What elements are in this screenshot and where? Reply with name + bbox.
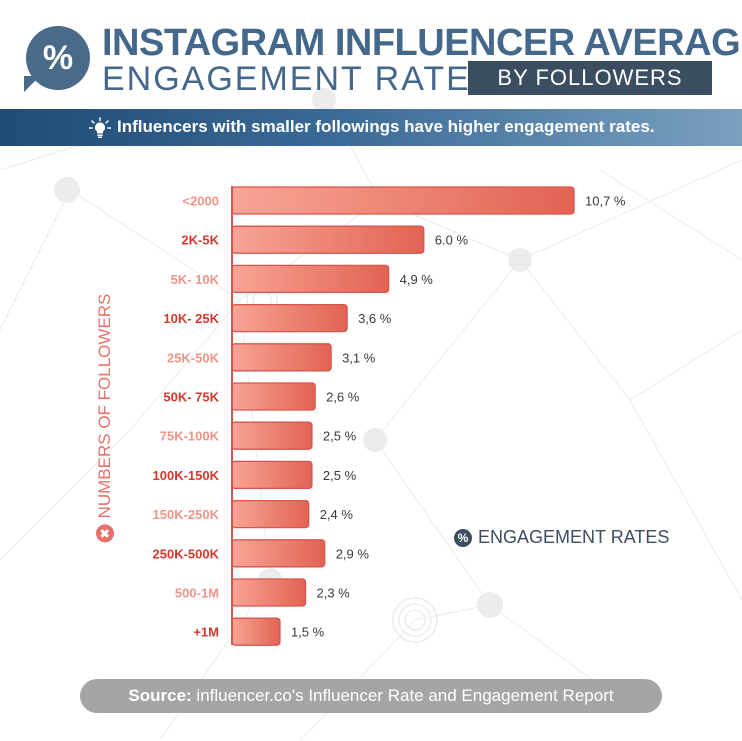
value-label: 3,6 % (358, 311, 392, 326)
category-label: 5K- 10K (171, 272, 220, 287)
category-label: 25K-50K (167, 350, 220, 365)
category-label: 50K- 75K (163, 390, 219, 405)
bar-0 (231, 186, 575, 215)
followers-icon: ✖ (96, 524, 114, 543)
subtitle-bar (0, 109, 742, 146)
bar-10 (231, 578, 307, 607)
category-label: 10K- 25K (163, 311, 219, 326)
subtitle: Influencers with smaller followings have… (117, 117, 655, 136)
category-label: <2000 (182, 194, 219, 209)
value-label: 2,6 % (326, 390, 360, 405)
category-label: 2K-5K (181, 233, 219, 248)
bar-7 (231, 460, 313, 490)
value-label: 10,7 % (585, 194, 626, 209)
bar-1 (231, 225, 425, 254)
page-title: INSTAGRAM INFLUENCER AVERAGE (102, 22, 742, 64)
category-label: 75K-100K (160, 429, 220, 444)
lightbulb-icon (89, 117, 111, 138)
category-label: 500-1M (175, 586, 219, 601)
value-label: 2,5 % (323, 468, 357, 483)
source-text: influencer.co's Influencer Rate and Enga… (191, 686, 614, 705)
value-label: 1,5 % (291, 625, 325, 640)
legend: % ENGAGEMENT RATES (454, 527, 669, 548)
value-label: 2,5 % (323, 429, 357, 444)
title-tag: BY FOLLOWERS (468, 61, 712, 95)
category-label: +1M (193, 625, 219, 640)
bar-3 (231, 303, 348, 333)
source-label: Source: (128, 686, 192, 705)
bar-11 (231, 617, 281, 646)
page-title-line2: ENGAGEMENT RATES (102, 60, 496, 98)
bar-8 (231, 499, 310, 529)
category-label: 100K-150K (153, 468, 220, 483)
value-label: 2,3 % (317, 586, 351, 601)
bar-4 (231, 343, 332, 372)
percent-icon: % (454, 528, 472, 547)
bar-9 (231, 539, 326, 568)
value-label: 2,4 % (320, 507, 354, 522)
value-label: 3,1 % (342, 350, 376, 365)
category-label: 250K-500K (153, 546, 220, 561)
bar-6 (231, 421, 313, 450)
value-label: 6.0 % (435, 233, 469, 248)
category-label: 150K-250K (153, 507, 220, 522)
y-axis-label: NUMBERS OF FOLLOWERS (95, 293, 114, 519)
bar-5 (231, 382, 316, 411)
badge-tail (24, 76, 40, 92)
source-note: Source: influencer.co's Influencer Rate … (80, 679, 662, 713)
bar-2 (231, 264, 390, 294)
value-label: 4,9 % (400, 272, 434, 287)
legend-label: ENGAGEMENT RATES (478, 527, 670, 547)
value-label: 2,9 % (336, 546, 370, 561)
